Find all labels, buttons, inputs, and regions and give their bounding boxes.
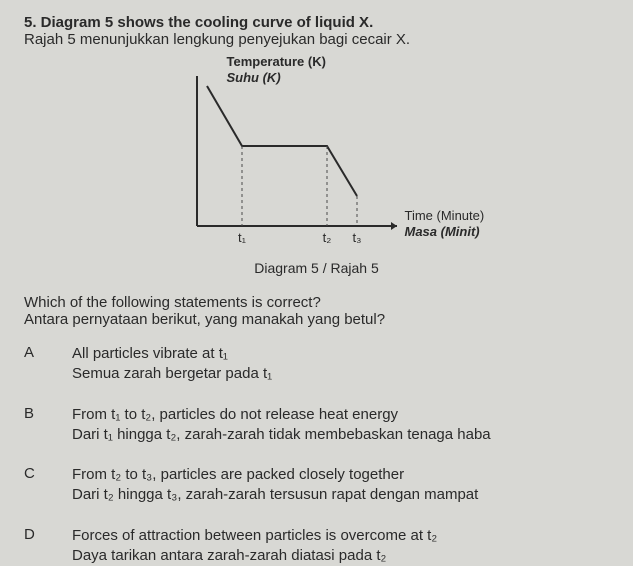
x-label-en: Time (Minute) [405, 208, 485, 223]
x-axis-label: Time (Minute) Masa (Minit) [405, 208, 485, 239]
option-b: B From t₁ to t₂, particles do not releas… [24, 405, 609, 446]
svg-text:t₃: t₃ [352, 230, 361, 245]
option-text: From t₂ to t₃, particles are packed clos… [72, 465, 609, 506]
svg-text:t₂: t₂ [322, 230, 331, 245]
option-letter: A [24, 344, 44, 385]
option-en: Forces of attraction between particles i… [72, 526, 609, 546]
x-label-ms: Masa (Minit) [405, 224, 480, 239]
option-d: D Forces of attraction between particles… [24, 526, 609, 566]
options-list: A All particles vibrate at t₁ Semua zara… [24, 344, 609, 566]
option-letter: C [24, 465, 44, 506]
option-en: From t₁ to t₂, particles do not release … [72, 405, 609, 425]
option-text: Forces of attraction between particles i… [72, 526, 609, 566]
option-ms: Dari t₂ hingga t₃, zarah-zarah tersusun … [72, 485, 609, 505]
prompt: Which of the following statements is cor… [24, 294, 609, 328]
question-ms: Rajah 5 menunjukkan lengkung penyejukan … [24, 31, 609, 48]
option-text: All particles vibrate at t₁ Semua zarah … [72, 344, 609, 385]
question-en: 5. Diagram 5 shows the cooling curve of … [24, 14, 609, 31]
question-header: 5. Diagram 5 shows the cooling curve of … [24, 14, 609, 48]
y-label-ms: Suhu (K) [227, 70, 281, 85]
option-text: From t₁ to t₂, particles do not release … [72, 405, 609, 446]
option-letter: B [24, 405, 44, 446]
option-c: C From t₂ to t₃, particles are packed cl… [24, 465, 609, 506]
option-en: All particles vibrate at t₁ [72, 344, 609, 364]
option-a: A All particles vibrate at t₁ Semua zara… [24, 344, 609, 385]
y-label-en: Temperature (K) [227, 54, 326, 69]
option-ms: Semua zarah bergetar pada t₁ [72, 364, 609, 384]
cooling-curve-chart: Temperature (K) Suhu (K) t₁ t₂ t₃ Time (Mi… [137, 56, 497, 256]
prompt-en: Which of the following statements is cor… [24, 294, 609, 311]
y-axis-label: Temperature (K) Suhu (K) [227, 54, 326, 85]
option-letter: D [24, 526, 44, 566]
option-ms: Dari t₁ hingga t₂, zarah-zarah tidak mem… [72, 425, 609, 445]
svg-text:t₁: t₁ [238, 230, 247, 245]
chart-caption: Diagram 5 / Rajah 5 [24, 260, 609, 276]
option-ms: Daya tarikan antara zarah-zarah diatasi … [72, 546, 609, 566]
option-en: From t₂ to t₃, particles are packed clos… [72, 465, 609, 485]
prompt-ms: Antara pernyataan berikut, yang manakah … [24, 311, 609, 328]
